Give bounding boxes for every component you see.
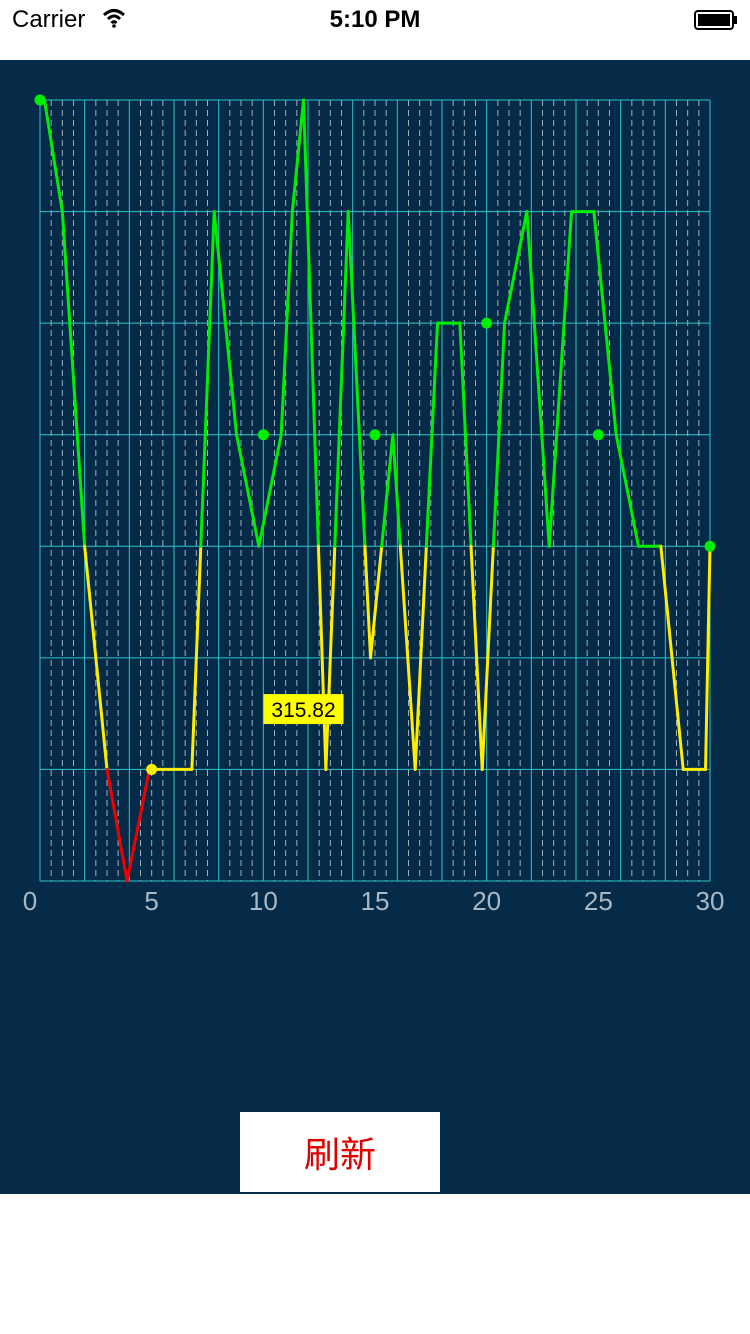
series-line-segment bbox=[503, 210, 529, 325]
chart-panel: 0 5 10 15 20 25 30 315.82 刷新 bbox=[0, 60, 750, 1194]
series-line-segment bbox=[380, 433, 395, 548]
series-line-segment bbox=[290, 98, 306, 214]
data-point bbox=[592, 429, 604, 441]
series-line-segment bbox=[491, 321, 507, 548]
data-point bbox=[146, 763, 158, 775]
series-line-segment bbox=[60, 210, 87, 548]
x-tick-label: 0 bbox=[23, 886, 37, 916]
data-point bbox=[704, 540, 716, 552]
data-point bbox=[481, 317, 493, 329]
series-line-segment bbox=[125, 767, 151, 883]
refresh-button[interactable]: 刷新 bbox=[240, 1112, 440, 1192]
series-line-segment bbox=[42, 98, 64, 214]
series-line-segment bbox=[424, 321, 440, 548]
carrier-label: Carrier bbox=[12, 6, 86, 33]
series-line-segment bbox=[363, 544, 373, 660]
data-point bbox=[369, 429, 381, 441]
series-line-segment bbox=[105, 767, 129, 883]
x-tick-label: 15 bbox=[361, 886, 390, 916]
series-line-segment bbox=[324, 544, 337, 771]
x-tick-label: 30 bbox=[696, 886, 725, 916]
series-line-segment bbox=[480, 544, 495, 771]
series-line-segment bbox=[547, 210, 574, 548]
series-line-segment bbox=[398, 544, 417, 771]
x-tick-label: 5 bbox=[144, 886, 158, 916]
wifi-icon bbox=[102, 9, 126, 28]
series-line-segment bbox=[346, 210, 367, 548]
series-line-segment bbox=[316, 544, 328, 771]
status-bar: Carrier 5:10 PM bbox=[0, 0, 750, 40]
series-line-segment bbox=[235, 433, 261, 548]
series-line-segment bbox=[257, 433, 283, 548]
tooltip-box bbox=[263, 694, 344, 725]
data-point bbox=[257, 429, 269, 441]
series-line-segment bbox=[212, 210, 239, 437]
series-line-segment bbox=[302, 98, 320, 548]
series-line-segment bbox=[659, 544, 685, 771]
series-line-segment bbox=[190, 544, 203, 771]
series-line-segment bbox=[333, 210, 350, 548]
series-line-segment bbox=[391, 433, 402, 548]
tooltip-value: 315.82 bbox=[271, 699, 335, 722]
series-line-segment bbox=[614, 433, 641, 548]
clock: 5:10 PM bbox=[329, 6, 421, 33]
data-point bbox=[34, 94, 46, 106]
line-chart: 0 5 10 15 20 25 30 315.82 bbox=[23, 94, 725, 916]
battery-icon bbox=[694, 10, 737, 30]
series-line-segment bbox=[279, 210, 294, 437]
x-tick-label: 10 bbox=[249, 886, 278, 916]
series-line-segment bbox=[525, 210, 551, 548]
series-line-segment bbox=[369, 544, 384, 660]
series-line-segment bbox=[469, 544, 484, 771]
series-line-segment bbox=[199, 210, 216, 548]
x-tick-label: 20 bbox=[472, 886, 501, 916]
series-line-segment bbox=[458, 321, 473, 548]
series-line-segment bbox=[413, 544, 428, 771]
series-line-segment bbox=[704, 544, 712, 771]
series-line-segment bbox=[592, 210, 618, 437]
series-line-segment bbox=[83, 544, 109, 771]
x-tick-label: 25 bbox=[584, 886, 613, 916]
